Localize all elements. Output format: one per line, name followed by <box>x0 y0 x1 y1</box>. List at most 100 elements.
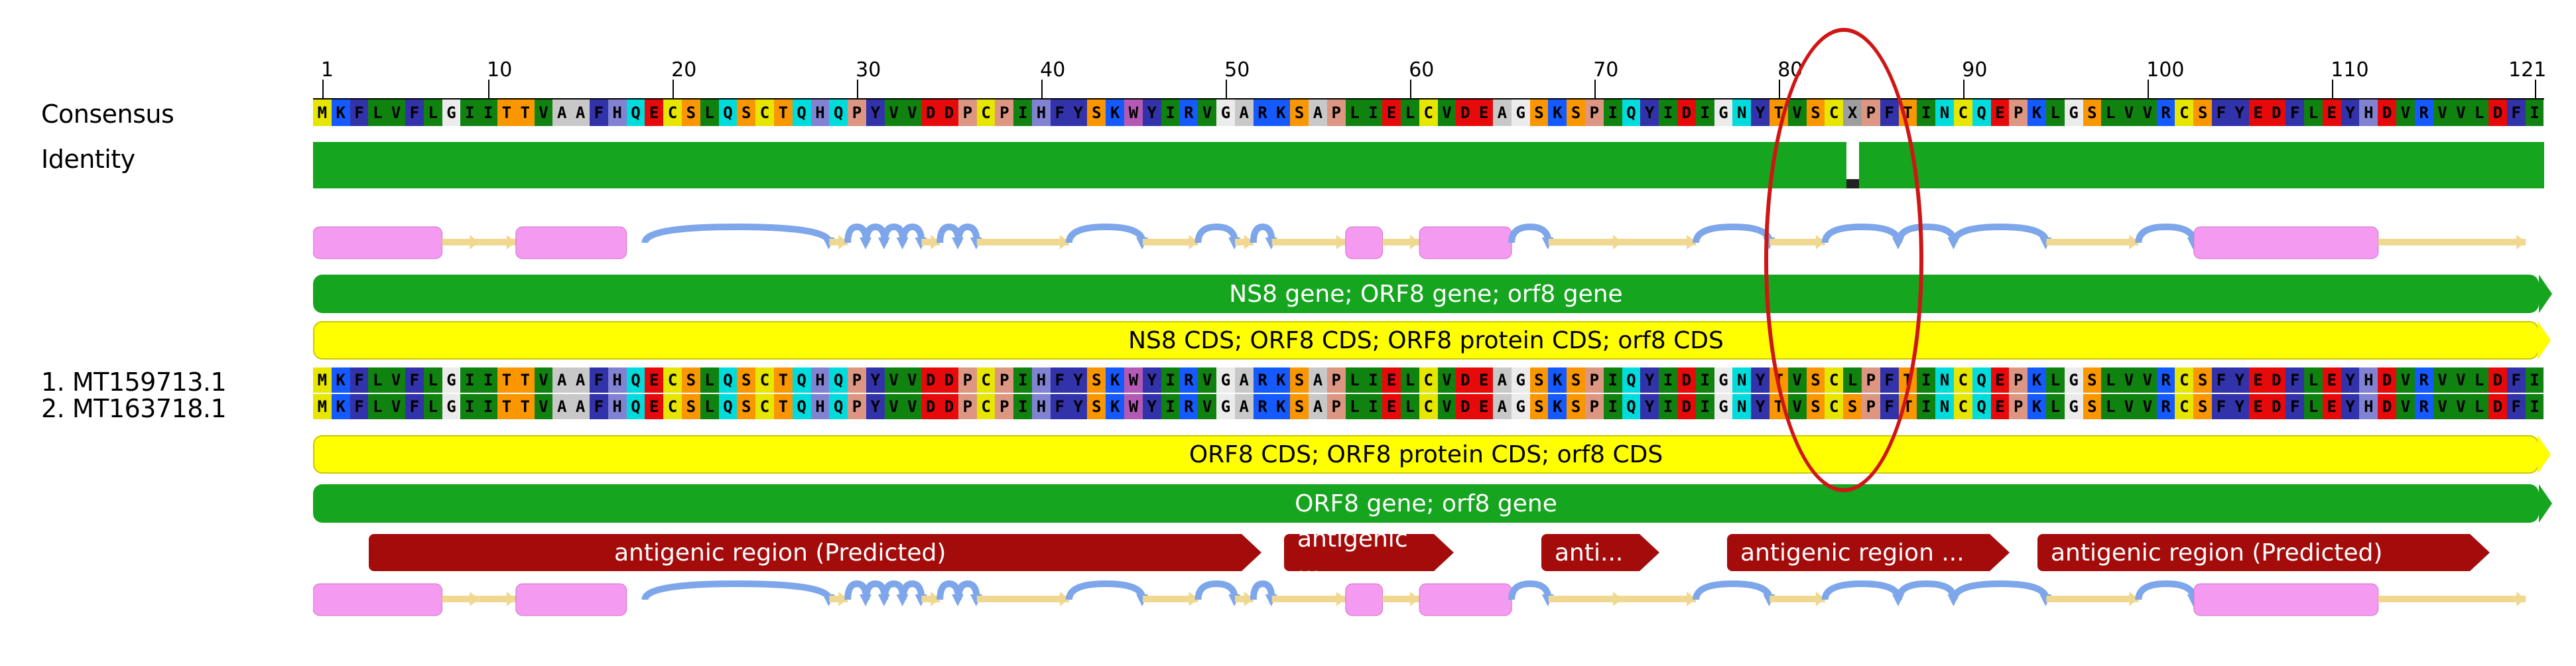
residue[interactable]: E <box>645 394 664 419</box>
residue[interactable]: V <box>2120 100 2138 126</box>
antigenic-region-2[interactable]: antigenic ... <box>1284 525 1454 580</box>
residue[interactable]: A <box>1234 100 1254 126</box>
ns8-cds-annotation[interactable]: NS8 CDS; ORF8 CDS; ORF8 protein CDS; orf… <box>313 321 2551 360</box>
residue[interactable]: C <box>976 367 996 393</box>
residue[interactable]: F <box>1050 367 1069 393</box>
residue[interactable]: F <box>2286 394 2305 419</box>
residue[interactable]: I <box>1695 394 1714 419</box>
residue[interactable]: M <box>313 367 332 393</box>
residue[interactable]: Y <box>2230 367 2249 393</box>
residue[interactable]: T <box>773 100 793 126</box>
residue[interactable]: Q <box>792 367 811 393</box>
residue[interactable]: L <box>2101 394 2120 419</box>
residue[interactable]: L <box>2045 100 2065 126</box>
residue[interactable]: R <box>2156 367 2175 393</box>
residue[interactable]: H <box>1032 367 1051 393</box>
residue[interactable]: R <box>2156 394 2175 419</box>
residue[interactable]: V <box>534 394 553 419</box>
residue[interactable]: V <box>884 367 903 393</box>
residue[interactable]: S <box>2083 394 2102 419</box>
residue[interactable]: Y <box>2230 100 2249 126</box>
residue[interactable]: V <box>387 394 405 419</box>
residue[interactable]: F <box>2506 394 2526 419</box>
residue[interactable]: Y <box>1640 367 1659 393</box>
residue[interactable]: V <box>2451 100 2471 126</box>
residue[interactable]: V <box>387 367 405 393</box>
residue[interactable]: D <box>2378 367 2397 393</box>
residue[interactable]: A <box>1309 100 1327 126</box>
sequence-label-mt163718[interactable]: 2. MT163718.1 <box>41 394 227 423</box>
residue[interactable]: Y <box>1068 394 1088 419</box>
residue[interactable]: I <box>1013 100 1033 126</box>
residue[interactable]: K <box>2028 394 2046 419</box>
residue[interactable]: I <box>460 367 480 393</box>
residue[interactable]: S <box>1290 100 1309 126</box>
residue[interactable]: L <box>2101 367 2120 393</box>
residue[interactable]: T <box>515 394 535 419</box>
residue[interactable]: S <box>681 367 700 393</box>
identity-label[interactable]: Identity <box>41 145 135 174</box>
residue[interactable]: H <box>2359 100 2378 126</box>
residue[interactable]: C <box>1419 394 1438 419</box>
residue[interactable]: H <box>1032 100 1051 126</box>
residue[interactable]: N <box>1732 394 1752 419</box>
residue[interactable]: D <box>1456 367 1475 393</box>
residue[interactable]: L <box>2470 100 2489 126</box>
residue[interactable]: V <box>1437 100 1456 126</box>
residue[interactable]: Q <box>1622 367 1641 393</box>
residue[interactable]: F <box>2212 100 2230 126</box>
residue[interactable]: L <box>2304 100 2323 126</box>
orf8-cds-annotation[interactable]: ORF8 CDS; ORF8 protein CDS; orf8 CDS <box>313 435 2551 474</box>
residue[interactable]: L <box>1345 394 1364 419</box>
residue[interactable]: K <box>1271 394 1291 419</box>
residue[interactable]: P <box>958 367 977 393</box>
residue[interactable]: S <box>1529 367 1549 393</box>
residue[interactable]: A <box>571 394 590 419</box>
residue[interactable]: S <box>737 394 756 419</box>
residue[interactable]: V <box>1198 367 1217 393</box>
residue[interactable]: R <box>1179 394 1198 419</box>
residue[interactable]: H <box>608 100 627 126</box>
residue[interactable]: S <box>1290 367 1309 393</box>
residue[interactable]: I <box>1659 394 1677 419</box>
residue[interactable]: V <box>2433 394 2452 419</box>
residue[interactable]: I <box>1917 367 1936 393</box>
residue[interactable]: L <box>700 100 719 126</box>
residue[interactable]: E <box>645 100 664 126</box>
residue[interactable]: Y <box>866 100 885 126</box>
residue[interactable]: I <box>1013 394 1033 419</box>
residue[interactable]: S <box>2083 367 2102 393</box>
residue[interactable]: H <box>810 100 830 126</box>
residue[interactable]: Q <box>829 100 848 126</box>
residue[interactable]: Q <box>1622 394 1641 419</box>
residue[interactable]: G <box>1216 367 1235 393</box>
residue[interactable]: G <box>2064 100 2083 126</box>
residue[interactable]: F <box>405 100 424 126</box>
residue[interactable]: E <box>1990 367 2010 393</box>
residue[interactable]: Y <box>1640 100 1659 126</box>
residue[interactable]: S <box>681 100 700 126</box>
residue[interactable]: Q <box>718 100 738 126</box>
residue[interactable]: G <box>2064 394 2083 419</box>
residue[interactable]: E <box>1474 367 1493 393</box>
residue[interactable]: L <box>2304 394 2323 419</box>
residue[interactable]: G <box>1216 100 1235 126</box>
residue[interactable]: F <box>589 100 608 126</box>
residue[interactable]: S <box>1529 100 1549 126</box>
residue[interactable]: I <box>1364 394 1383 419</box>
residue[interactable]: F <box>405 394 424 419</box>
residue[interactable]: R <box>2414 394 2433 419</box>
residue[interactable]: I <box>1364 100 1383 126</box>
residue[interactable]: Q <box>829 394 848 419</box>
residue[interactable]: I <box>479 100 497 126</box>
residue[interactable]: K <box>1106 100 1125 126</box>
residue[interactable]: E <box>1382 367 1401 393</box>
residue[interactable]: F <box>589 367 608 393</box>
residue[interactable]: E <box>2248 367 2268 393</box>
residue[interactable]: V <box>534 100 553 126</box>
residue[interactable]: E <box>1474 100 1493 126</box>
residue[interactable]: C <box>663 100 682 126</box>
residue[interactable]: S <box>1567 394 1585 419</box>
residue[interactable]: D <box>2488 367 2507 393</box>
